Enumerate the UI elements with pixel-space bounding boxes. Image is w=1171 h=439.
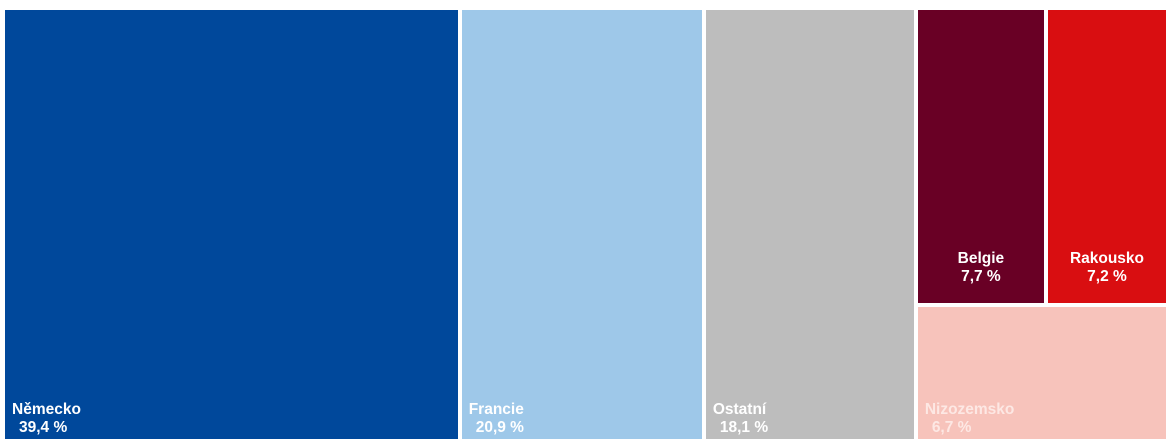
tile-label-name: Belgie: [957, 250, 1005, 267]
treemap-tile-rakousko: Rakousko 7,2 %: [1048, 10, 1166, 304]
tile-label: Belgie 7,7 %: [918, 250, 1044, 286]
treemap-tile-ostatni: Ostatní 18,1 %: [705, 10, 914, 439]
tile-label-value: 39,4 %: [19, 419, 68, 436]
tile-label-name: Ostatní: [712, 401, 767, 418]
tile-label: Francie 20,9 %: [462, 401, 702, 437]
tile-label-value: 20,9 %: [475, 419, 524, 436]
treemap-tile-belgie: Belgie 7,7 %: [917, 10, 1044, 304]
tile-label-value: 7,7 %: [961, 268, 1001, 285]
tile-label-name: Německo: [12, 401, 81, 418]
tile-label-name: Nizozemsko: [924, 400, 1015, 418]
tile-label-name: Rakousko: [1069, 250, 1145, 267]
treemap-tile-nizozemsko: Nizozemsko 6,7 %: [917, 307, 1166, 439]
tile-label: Ostatní 18,1 %: [706, 401, 914, 437]
tile-label-value: 6,7 %: [931, 418, 972, 436]
treemap-tile-nemecko: Německo 39,4 %: [5, 10, 458, 439]
tile-label: Rakousko 7,2 %: [1048, 250, 1166, 286]
tile-label-value: 18,1 %: [719, 419, 769, 436]
tile-label-name: Francie: [468, 401, 524, 418]
treemap-tile-francie: Francie 20,9 %: [461, 10, 702, 439]
tile-label-value: 7,2 %: [1087, 268, 1127, 285]
tile-label: Německo 39,4 %: [5, 401, 458, 437]
tile-label: Nizozemsko 6,7 %: [918, 401, 1166, 437]
